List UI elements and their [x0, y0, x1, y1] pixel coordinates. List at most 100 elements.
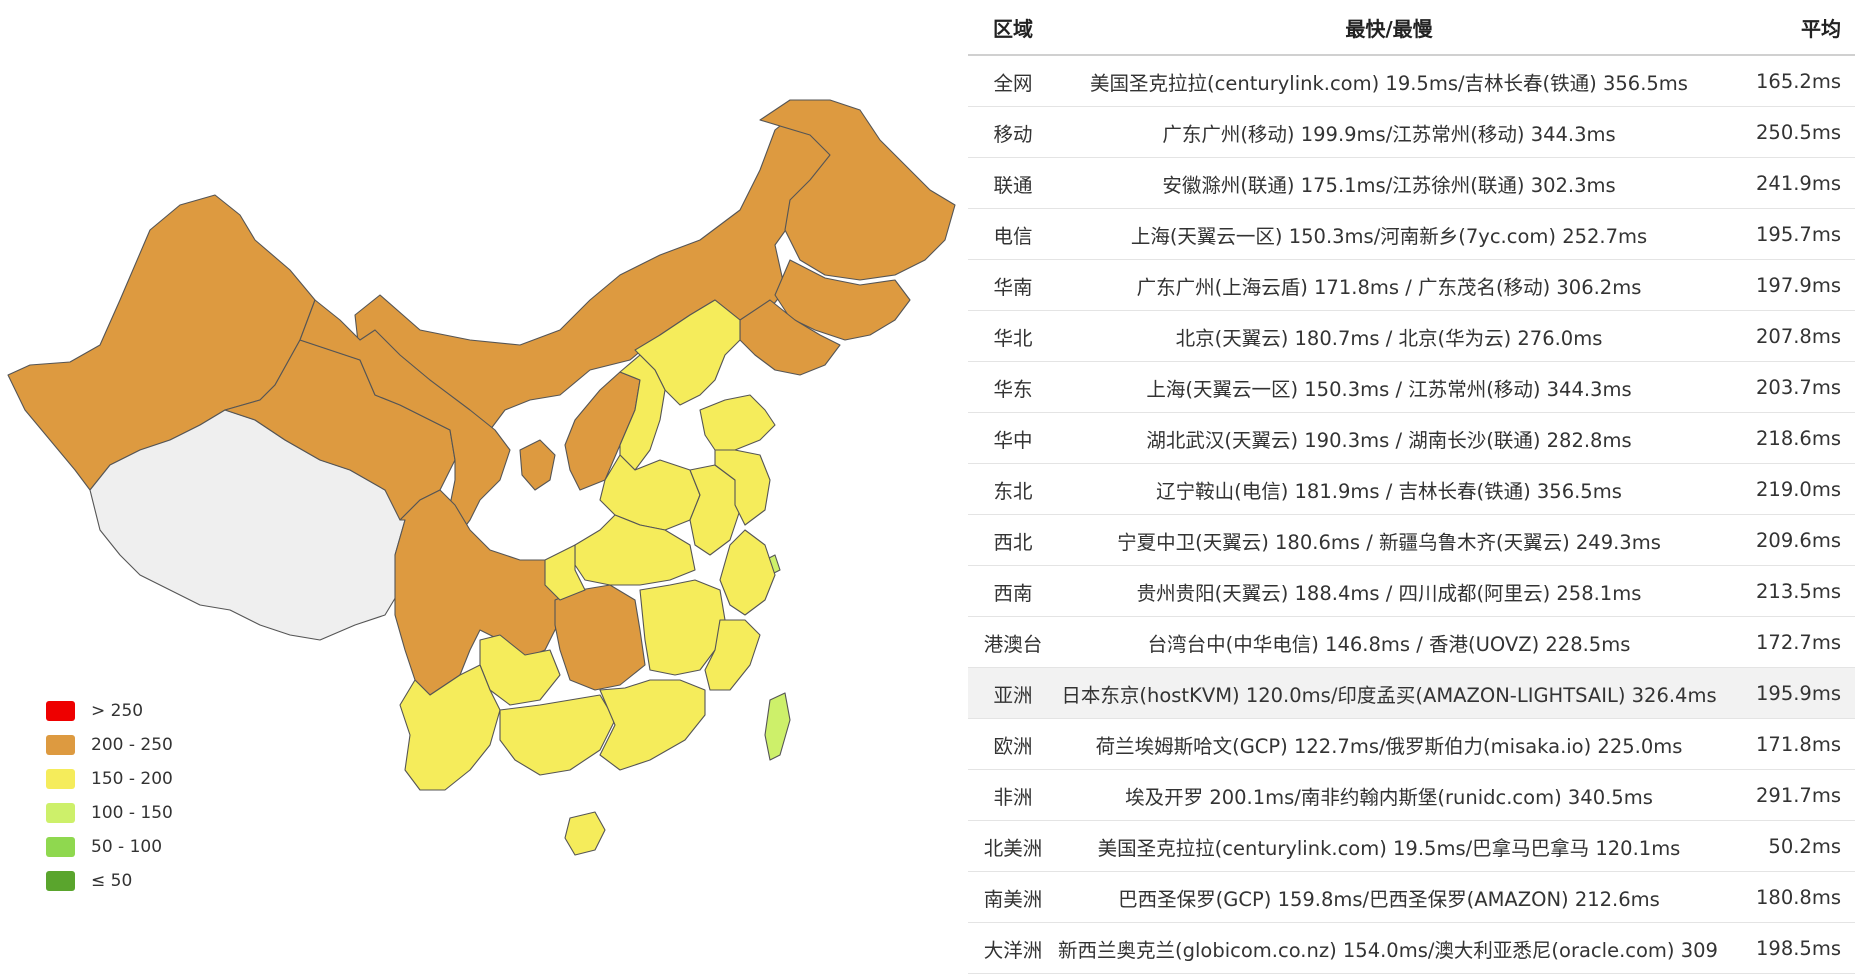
province-taiwan[interactable]: [764, 692, 791, 761]
table-row: 非洲 埃及开罗 200.1ms/南非约翰内斯堡(runidc.com) 340.5…: [968, 769, 1855, 821]
table-body: 全网 美国圣克拉拉(centurylink.com) 19.5ms/吉林长春(铁通…: [968, 55, 1855, 974]
table-row: 西北 宁夏中卫(天翼云) 180.6ms / 新疆乌鲁木齐(天翼云) 249.3m…: [968, 514, 1855, 566]
cell-region: 华东: [968, 361, 1058, 413]
legend-swatch: [46, 871, 75, 891]
legend-label: ≤ 50: [91, 871, 133, 891]
cell-avg: 219.0ms: [1720, 463, 1855, 515]
province-jiangsu[interactable]: [714, 449, 771, 526]
cell-region: 华中: [968, 412, 1058, 464]
legend-item[interactable]: 100 - 150: [46, 796, 173, 830]
cell-avg: 213.5ms: [1720, 565, 1855, 617]
province-hubei[interactable]: [574, 514, 696, 586]
cell-avg: 291.7ms: [1720, 769, 1855, 821]
cell-avg: 203.7ms: [1720, 361, 1855, 413]
header-region: 区域: [968, 0, 1058, 56]
cell-region: 西南: [968, 565, 1058, 617]
cell-range: 北京(天翼云) 180.7ms / 北京(华为云) 276.0ms: [1058, 310, 1720, 362]
cell-region: 华南: [968, 259, 1058, 311]
header-range: 最快/最慢: [1058, 0, 1720, 56]
cell-region: 华北: [968, 310, 1058, 362]
cell-avg: 218.6ms: [1720, 412, 1855, 464]
latency-table: 区域 最快/最慢 平均 全网 美国圣克拉拉(centurylink.com) 19…: [968, 0, 1855, 974]
province-shandong[interactable]: [699, 394, 776, 451]
province-zhejiang[interactable]: [719, 529, 776, 616]
legend-item[interactable]: 50 - 100: [46, 830, 173, 864]
table-row: 电信 上海(天翼云一区) 150.3ms/河南新乡(7yc.com) 252.7m…: [968, 208, 1855, 260]
cell-avg: 195.9ms: [1720, 667, 1855, 719]
legend-item[interactable]: 200 - 250: [46, 728, 173, 762]
table-row: 欧洲 荷兰埃姆斯哈文(GCP) 122.7ms/俄罗斯伯力(misaka.io) …: [968, 718, 1855, 770]
cell-avg: 241.9ms: [1720, 157, 1855, 209]
table-row: 华北 北京(天翼云) 180.7ms / 北京(华为云) 276.0ms 207.8…: [968, 310, 1855, 362]
cell-range: 宁夏中卫(天翼云) 180.6ms / 新疆乌鲁木齐(天翼云) 249.3ms: [1058, 514, 1720, 566]
cell-region: 大洋洲: [968, 922, 1058, 974]
province-fujian[interactable]: [704, 619, 761, 691]
cell-avg: 250.5ms: [1720, 106, 1855, 158]
cell-avg: 165.2ms: [1720, 55, 1855, 107]
cell-range: 美国圣克拉拉(centurylink.com) 19.5ms/吉林长春(铁通) …: [1058, 55, 1720, 107]
cell-range: 上海(天翼云一区) 150.3ms/河南新乡(7yc.com) 252.7ms: [1058, 208, 1720, 260]
province-hunan[interactable]: [554, 584, 646, 691]
province-liaoning[interactable]: [739, 299, 841, 376]
legend-label: 200 - 250: [91, 735, 173, 755]
cell-region: 西北: [968, 514, 1058, 566]
province-yunnan[interactable]: [399, 664, 501, 791]
province-heilongjiang[interactable]: [759, 99, 956, 281]
province-ningxia[interactable]: [519, 439, 556, 491]
cell-avg: 197.9ms: [1720, 259, 1855, 311]
cell-avg: 207.8ms: [1720, 310, 1855, 362]
province-guangxi[interactable]: [499, 694, 616, 776]
province-gansu[interactable]: [299, 299, 511, 541]
legend-swatch: [46, 769, 75, 789]
map-legend: > 250 200 - 250 150 - 200 100 - 150 50 - 100…: [46, 694, 173, 898]
cell-region: 电信: [968, 208, 1058, 260]
table-row: 联通 安徽滁州(联通) 175.1ms/江苏徐州(联通) 302.3ms 241.9…: [968, 157, 1855, 209]
header-avg: 平均: [1720, 0, 1855, 56]
cell-avg: 172.7ms: [1720, 616, 1855, 668]
legend-label: 150 - 200: [91, 769, 173, 789]
legend-swatch: [46, 701, 75, 721]
table-row: 华中 湖北武汉(天翼云) 190.3ms / 湖南长沙(联通) 282.8ms 21…: [968, 412, 1855, 464]
legend-item[interactable]: 150 - 200: [46, 762, 173, 796]
table-header-row: 区域 最快/最慢 平均: [968, 0, 1855, 56]
cell-range: 湖北武汉(天翼云) 190.3ms / 湖南长沙(联通) 282.8ms: [1058, 412, 1720, 464]
legend-swatch: [46, 837, 75, 857]
legend-label: 50 - 100: [91, 837, 163, 857]
cell-range: 广东广州(移动) 199.9ms/江苏常州(移动) 344.3ms: [1058, 106, 1720, 158]
cell-region: 非洲: [968, 769, 1058, 821]
table-row: 大洋洲 新西兰奥克兰(globicom.co.nz) 154.0ms/澳大利亚悉尼…: [968, 922, 1855, 974]
province-hainan[interactable]: [564, 811, 606, 856]
cell-avg: 195.7ms: [1720, 208, 1855, 260]
cell-region: 南美洲: [968, 871, 1058, 923]
cell-range: 美国圣克拉拉(centurylink.com) 19.5ms/巴拿马巴拿马 12…: [1058, 820, 1720, 872]
legend-swatch: [46, 803, 75, 823]
cell-region: 欧洲: [968, 718, 1058, 770]
cell-range: 日本东京(hostKVM) 120.0ms/印度孟买(AMAZON-LIGHTS…: [1058, 667, 1720, 719]
cell-region: 全网: [968, 55, 1058, 107]
table-row: 南美洲 巴西圣保罗(GCP) 159.8ms/巴西圣保罗(AMAZON) 212.…: [968, 871, 1855, 923]
province-guangdong[interactable]: [599, 679, 706, 771]
legend-label: > 250: [91, 701, 144, 721]
table-row: 华南 广东广州(上海云盾) 171.8ms / 广东茂名(移动) 306.2ms 1…: [968, 259, 1855, 311]
cell-avg: 209.6ms: [1720, 514, 1855, 566]
cell-avg: 198.5ms: [1720, 922, 1855, 974]
table-row: 港澳台 台湾台中(中华电信) 146.8ms / 香港(UOVZ) 228.5ms…: [968, 616, 1855, 668]
table-row: 华东 上海(天翼云一区) 150.3ms / 江苏常州(移动) 344.3ms 20…: [968, 361, 1855, 413]
legend-label: 100 - 150: [91, 803, 173, 823]
cell-region: 移动: [968, 106, 1058, 158]
legend-item[interactable]: ≤ 50: [46, 864, 173, 898]
china-latency-map: [7, 99, 956, 856]
cell-range: 巴西圣保罗(GCP) 159.8ms/巴西圣保罗(AMAZON) 212.6ms: [1058, 871, 1720, 923]
province-chongqing[interactable]: [544, 544, 586, 601]
map-panel: > 250 200 - 250 150 - 200 100 - 150 50 - 100…: [7, 99, 956, 898]
legend-swatch: [46, 735, 75, 755]
province-shanxi[interactable]: [619, 354, 666, 471]
table-row: 移动 广东广州(移动) 199.9ms/江苏常州(移动) 344.3ms 250.5…: [968, 106, 1855, 158]
cell-range: 广东广州(上海云盾) 171.8ms / 广东茂名(移动) 306.2ms: [1058, 259, 1720, 311]
cell-region: 亚洲: [968, 667, 1058, 719]
cell-region: 北美洲: [968, 820, 1058, 872]
cell-region: 联通: [968, 157, 1058, 209]
legend-item[interactable]: > 250: [46, 694, 173, 728]
cell-range: 辽宁鞍山(电信) 181.9ms / 吉林长春(铁通) 356.5ms: [1058, 463, 1720, 515]
cell-range: 新西兰奥克兰(globicom.co.nz) 154.0ms/澳大利亚悉尼(or…: [1058, 922, 1720, 974]
